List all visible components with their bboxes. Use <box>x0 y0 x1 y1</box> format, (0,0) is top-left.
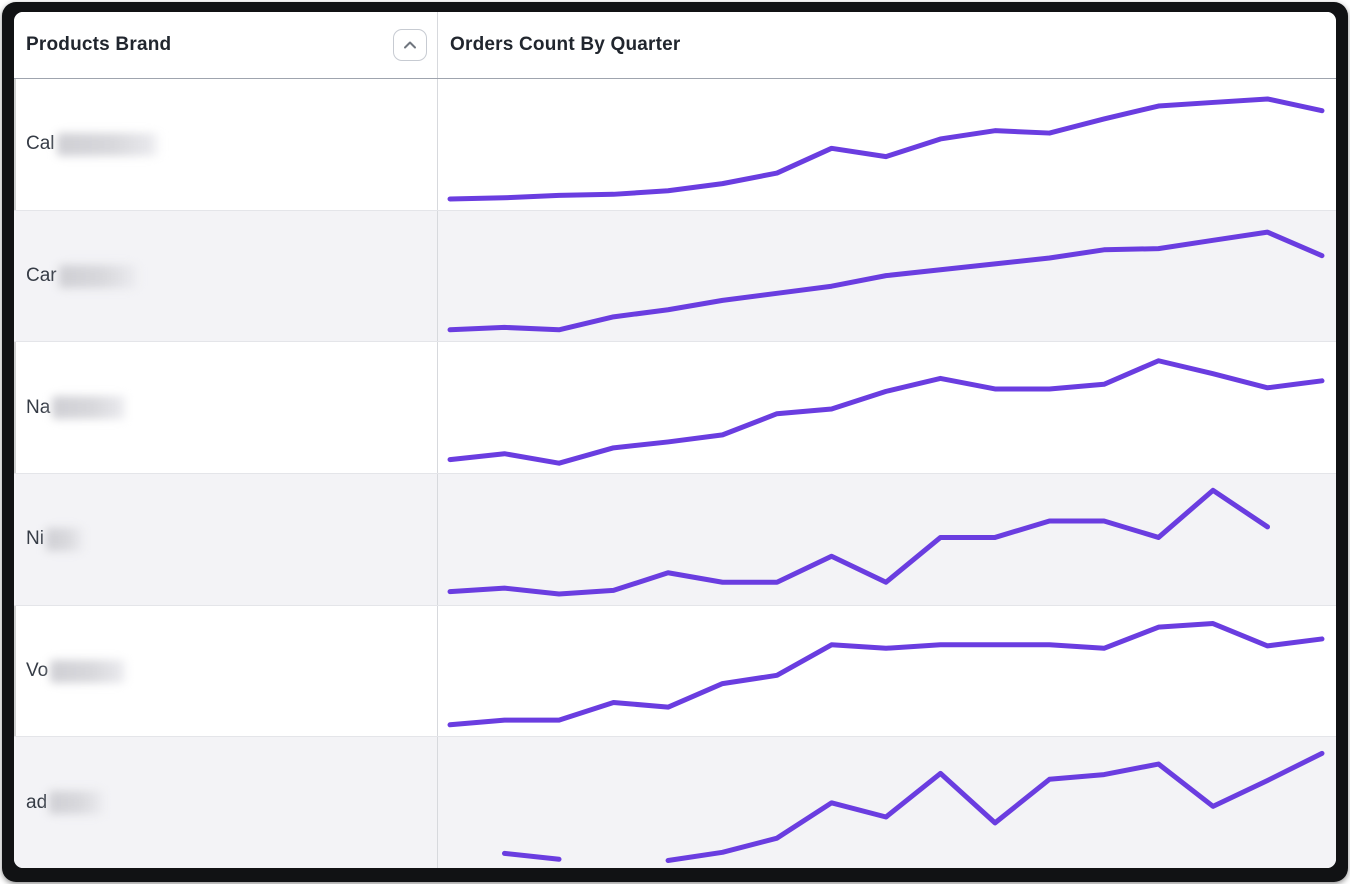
redacted-text-blur <box>45 527 84 551</box>
sparkline-series-segment <box>504 854 559 860</box>
table-row: Na <box>14 341 1336 474</box>
table-visualization: Products Brand Orders Count By Quarter C… <box>14 12 1336 868</box>
chevron-up-icon <box>399 36 421 54</box>
table-row: Vo <box>14 604 1336 737</box>
sparkline-series-segment <box>450 232 1322 330</box>
orders-sparkline-chart <box>438 737 1336 868</box>
table-body: Cal Car Na Ni Vo ad <box>14 79 1336 868</box>
header-cell-orders-count: Orders Count By Quarter <box>438 12 1336 78</box>
orders-sparkline-chart <box>438 211 1336 342</box>
table-row: ad <box>14 736 1336 868</box>
brand-cell[interactable]: Ni <box>14 474 438 605</box>
brand-cell[interactable]: Car <box>14 210 438 342</box>
table-row: Car <box>14 209 1336 342</box>
redacted-text-blur <box>56 132 161 156</box>
orders-count-header-label: Orders Count By Quarter <box>450 34 681 55</box>
brand-cell[interactable]: Na <box>14 342 438 474</box>
orders-sparkline-chart <box>438 79 1336 210</box>
orders-sparkline-chart <box>438 474 1336 605</box>
brand-cell[interactable]: Vo <box>14 605 438 737</box>
sort-ascending-button[interactable] <box>393 29 427 61</box>
table-row: Ni <box>14 473 1336 605</box>
sparkline-series-segment <box>450 490 1268 594</box>
sparkline-cell[interactable] <box>438 606 1336 737</box>
brand-cell[interactable]: Cal <box>14 79 438 210</box>
sparkline-cell[interactable] <box>438 737 1336 868</box>
sparkline-cell[interactable] <box>438 474 1336 605</box>
sparkline-cell[interactable] <box>438 211 1336 342</box>
products-brand-header-label: Products Brand <box>26 34 172 55</box>
table-header: Products Brand Orders Count By Quarter <box>14 12 1336 79</box>
brand-label: Ni <box>26 527 84 551</box>
brand-label: Car <box>26 264 139 288</box>
orders-sparkline-chart <box>438 342 1336 473</box>
redacted-text-blur <box>50 659 129 683</box>
sparkline-series-segment <box>450 99 1322 199</box>
redacted-text-blur <box>52 396 129 420</box>
header-cell-products-brand[interactable]: Products Brand <box>14 12 438 78</box>
sparkline-series-segment <box>668 754 1322 861</box>
brand-label: Cal <box>26 132 161 156</box>
brand-label: Vo <box>26 659 129 683</box>
sparkline-cell[interactable] <box>438 342 1336 473</box>
table-row: Cal <box>14 79 1336 210</box>
sparkline-series-segment <box>450 361 1322 463</box>
brand-label: Na <box>26 396 129 420</box>
redacted-text-blur <box>49 791 106 815</box>
redacted-text-blur <box>58 264 139 288</box>
orders-sparkline-chart <box>438 606 1336 737</box>
brand-cell[interactable]: ad <box>14 737 438 868</box>
sparkline-series-segment <box>450 623 1322 724</box>
sparkline-cell[interactable] <box>438 79 1336 210</box>
brand-label: ad <box>26 791 106 815</box>
